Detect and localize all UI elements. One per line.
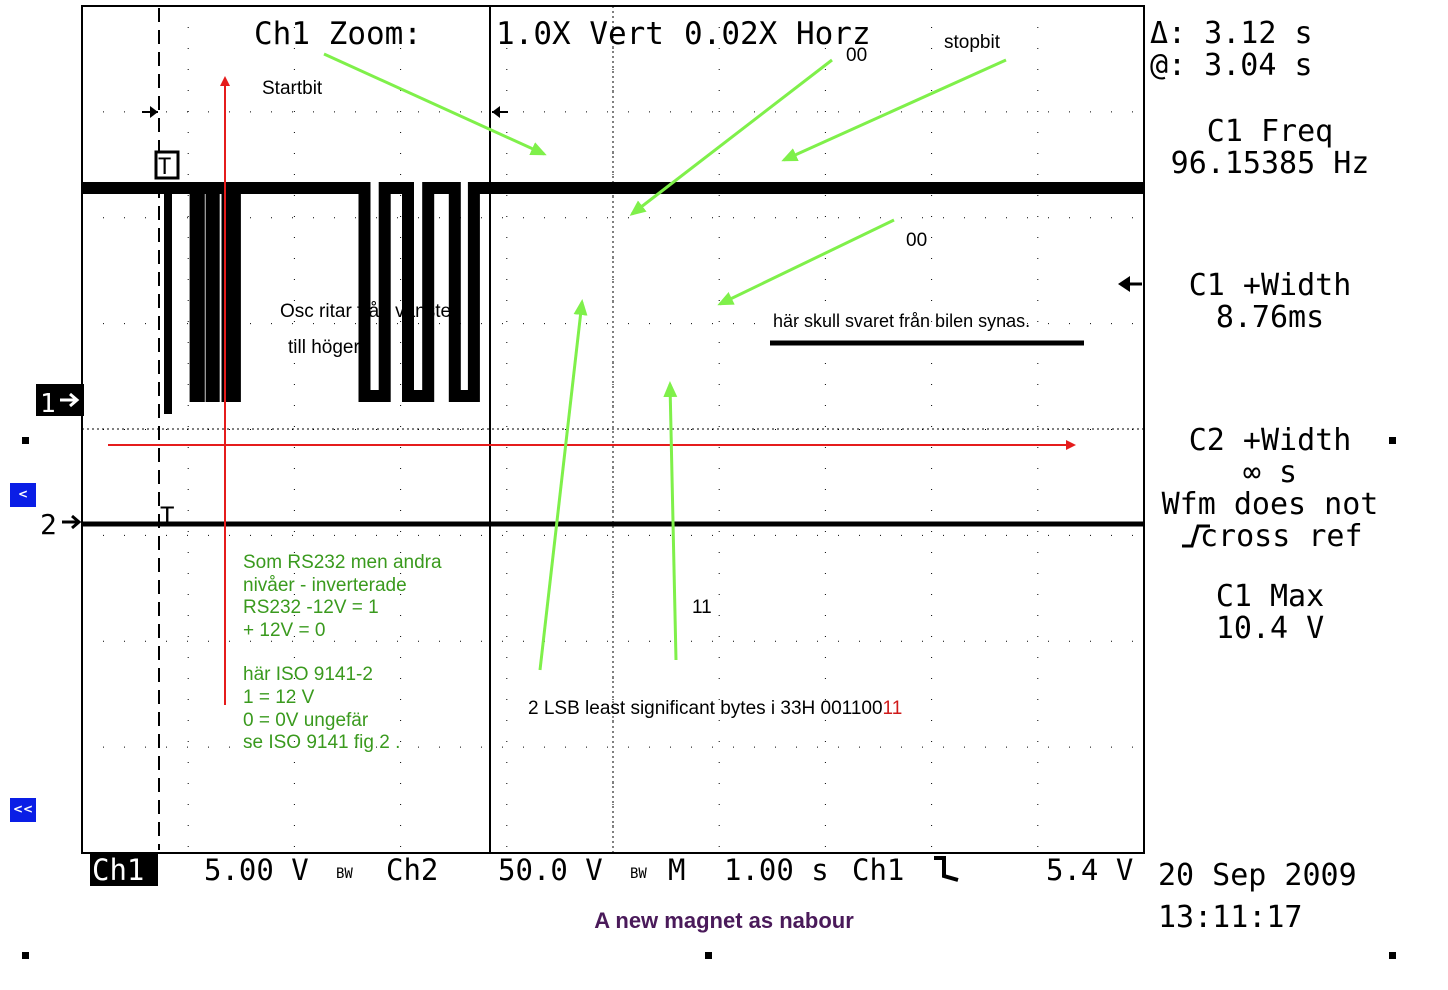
footer-trigger-source: Ch1	[852, 853, 904, 887]
caption: A new magnet as nabour	[594, 908, 854, 933]
label-11: 11	[692, 597, 712, 618]
startbit-label: Startbit	[262, 78, 323, 99]
c2-width-value: ∞ s	[1242, 455, 1298, 490]
lsb-label: 2 LSB least significant bytes i 33H 0011…	[528, 698, 902, 719]
footer-ch1: Ch1	[92, 853, 144, 887]
c1-freq-value: 96.15385 Hz	[1170, 146, 1370, 181]
back-all-button[interactable]: <<	[10, 798, 36, 822]
top-00-label: 00	[846, 45, 867, 66]
c1-width-label: C1 +Width	[1188, 268, 1352, 303]
corner-dot-bottom-center	[705, 952, 712, 959]
footer-m: M	[668, 853, 685, 887]
footer-bw2: BW	[630, 866, 647, 882]
trigger-marker-label: T	[158, 155, 171, 180]
response-label: här skull svaret från bilen synas.	[773, 311, 1030, 331]
footer-bw1: BW	[336, 866, 353, 882]
green-arrow-zoom	[323, 52, 547, 156]
ch2-marker-arrow-icon	[62, 514, 82, 530]
footer-trigger-level: 5.4 V	[1046, 853, 1133, 887]
corner-dot-left-mid	[22, 437, 29, 444]
c1-max-value: 10.4 V	[1215, 611, 1325, 646]
c2-width-label: C2 +Width	[1188, 423, 1352, 458]
footer-time-scale: 1.00 s	[724, 853, 829, 887]
c1-width-value: 8.76ms	[1215, 300, 1325, 335]
rising-edge-icon	[1182, 524, 1210, 548]
footer-ch1-scale: 5.00 V	[204, 853, 309, 887]
green-arrow-mid-00	[717, 218, 895, 306]
footer-time: 13:11:17	[1158, 900, 1303, 935]
back-button[interactable]: <	[10, 483, 36, 507]
osc-direction-line2: till höger	[288, 337, 360, 358]
ch1-marker-arrow-icon	[60, 392, 80, 408]
stopbit-label: stopbit	[944, 32, 1001, 53]
cursor-arrow-left-head	[150, 106, 158, 118]
green-arrow-top-00	[629, 58, 833, 216]
ch1-footer-box	[90, 854, 158, 886]
osc-direction-line1: Osc ritar från vänster	[280, 301, 458, 322]
rs232-line-1: Som RS232 men andra	[243, 552, 442, 573]
corner-dot-bottom-right	[1389, 952, 1396, 959]
falling-edge-icon	[934, 856, 959, 882]
trigger-level-arrow-icon	[1118, 276, 1130, 292]
footer-ch2-scale: 50.0 V	[498, 853, 603, 887]
rs232-line-3: RS232 -12V = 1	[243, 597, 379, 618]
wfm-line-1: Wfm does not	[1161, 487, 1379, 522]
footer-date: 20 Sep 2009	[1158, 858, 1357, 893]
corner-dot-bottom-left	[22, 952, 29, 959]
trigger-marker-box	[154, 150, 180, 180]
mid-00-label: 00	[906, 230, 927, 251]
ch2-marker-label: 2	[40, 508, 57, 541]
rs232-line-4: + 12V = 0	[243, 620, 325, 641]
green-arrow-stopbit	[781, 58, 1007, 162]
zoom-vertical: 1.0X Vert	[496, 16, 664, 52]
ch1-waveform	[82, 182, 1144, 402]
iso-line-2: 1 = 12 V	[243, 687, 315, 708]
cursor-arrow-right-head	[492, 106, 500, 118]
ch1-marker-label: 1	[40, 389, 56, 419]
at-readout: @: 3.04 s	[1150, 48, 1313, 83]
c1-freq-label: C1 Freq	[1206, 114, 1334, 149]
c1-max-label: C1 Max	[1215, 579, 1325, 614]
corner-dot-right-mid	[1389, 437, 1396, 444]
iso-line-4: se ISO 9141 fig 2 .	[243, 732, 400, 753]
zoom-label: Ch1 Zoom:	[254, 16, 422, 52]
rs232-line-2: nivåer - inverterade	[243, 575, 407, 596]
zoom-horizontal: 0.02X Horz	[684, 16, 871, 52]
green-arrow-11	[663, 381, 678, 661]
wfm-line-2: cross ref	[1200, 519, 1363, 554]
footer-ch2: Ch2	[386, 853, 438, 887]
ch2-trigger-marker: T	[160, 502, 174, 530]
delta-readout: Δ: 3.12 s	[1150, 16, 1313, 51]
iso-line-1: här ISO 9141-2	[243, 664, 373, 685]
iso-line-3: 0 = 0V ungefär	[243, 710, 369, 731]
green-arrow-lsb	[538, 299, 588, 671]
